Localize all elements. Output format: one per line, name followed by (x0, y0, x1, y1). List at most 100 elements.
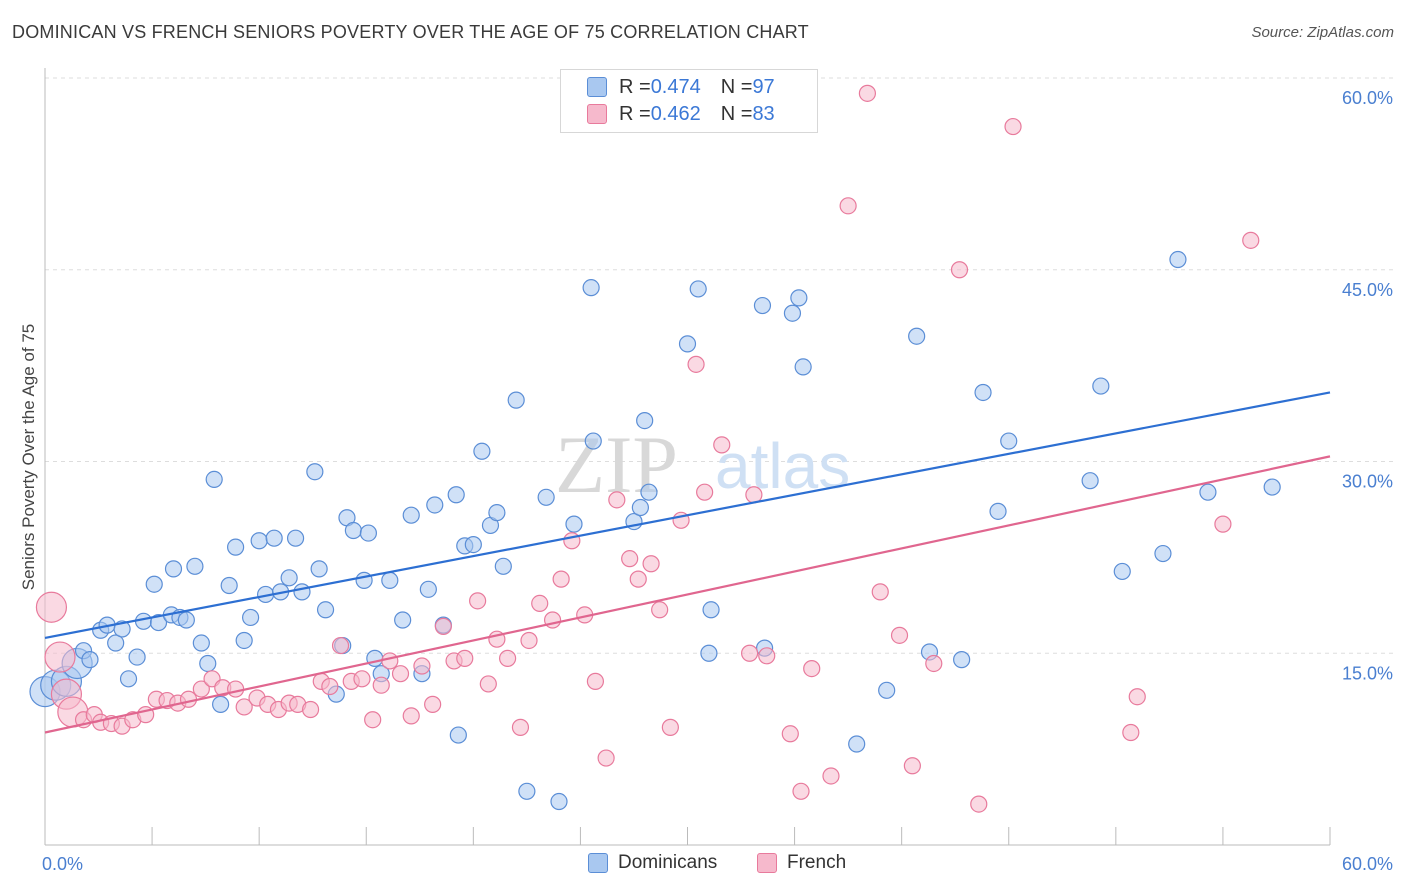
dominicans-point (1263, 478, 1281, 496)
watermark-atlas: atlas (715, 430, 850, 502)
french-point (44, 641, 76, 673)
french-point (235, 698, 253, 716)
y-tick-label: 60.0% (1342, 88, 1393, 108)
dominicans-point (689, 280, 707, 298)
french-point (950, 261, 969, 279)
french-point (839, 197, 857, 215)
series-legend: Dominicans French (0, 852, 1406, 878)
dominicans-point (250, 532, 268, 550)
dominicans-point (426, 496, 444, 514)
dominicans-point (584, 432, 602, 450)
dominicans-point (205, 470, 223, 488)
french-point (1128, 688, 1146, 706)
dominicans-point (192, 634, 210, 652)
dominicans-point (242, 608, 260, 627)
french-point (1004, 117, 1022, 136)
french-point (696, 483, 714, 501)
dominicans-point (700, 644, 718, 662)
french-point (391, 665, 410, 683)
source-label: Source: ZipAtlas.com (1251, 24, 1394, 41)
dominicans-point (1199, 483, 1217, 501)
french-point (353, 670, 371, 688)
french-point (227, 680, 245, 698)
y-axis-label: Seniors Poverty Over the Age of 75 (19, 324, 38, 590)
french-point (434, 617, 452, 636)
y-tick-label: 45.0% (1342, 280, 1393, 300)
dominicans-point (565, 515, 583, 533)
dominicans-point (953, 651, 971, 669)
french-point (331, 636, 350, 655)
stats-legend: R = 0.474 N = 97 R = 0.462 N = 83 (560, 69, 818, 133)
french-point (1242, 231, 1260, 249)
french-point (608, 491, 626, 509)
french-point (520, 631, 538, 650)
french-point (511, 718, 530, 736)
dominicans-point (449, 726, 467, 744)
dominicans-trend-line (44, 391, 1331, 639)
french-point (479, 675, 497, 693)
dominicans-point (286, 529, 305, 547)
dominicans-point (1154, 544, 1172, 563)
dominicans-point (1081, 472, 1099, 490)
dominicans-point (753, 296, 772, 315)
legend-r-value: 0.474 (650, 75, 701, 98)
french-point (687, 355, 705, 373)
french-point (597, 749, 615, 767)
dominicans-point (293, 583, 311, 601)
french-point (381, 652, 399, 670)
french-point (192, 680, 210, 698)
legend-n-value: 83 (752, 102, 775, 125)
french-point (661, 718, 679, 736)
dominicans-point (783, 304, 802, 322)
dominicans-point (473, 442, 491, 460)
dominicans-point (790, 289, 808, 307)
french-point (713, 436, 731, 454)
french-point (372, 676, 390, 694)
dominicans-point (145, 575, 163, 593)
legend-r-label: R = (619, 75, 651, 98)
dominicans-point (702, 601, 720, 619)
dominicans-point (128, 648, 146, 666)
dominicans-point (164, 560, 183, 578)
dominicans-point (464, 535, 482, 554)
french-point (552, 570, 570, 588)
french-point (781, 725, 799, 743)
dominicans-point (507, 391, 525, 409)
french-point (890, 626, 909, 644)
french-point (364, 711, 382, 729)
french-point (531, 594, 549, 612)
dominicans-point (310, 560, 328, 578)
french-point (469, 592, 487, 610)
dominicans-point (227, 538, 245, 556)
dominicans-point (419, 580, 437, 598)
dominicans-point (107, 634, 125, 652)
dominicans-point (488, 504, 506, 522)
legend-n-value: 97 (752, 75, 775, 98)
dominicans-point (306, 463, 324, 481)
axes (44, 68, 1331, 846)
dominicans-point (212, 695, 230, 713)
french-point (642, 555, 660, 573)
legend-r-value: 0.462 (650, 102, 701, 125)
dominicans-point (640, 483, 658, 501)
legend-swatch-pink (587, 104, 607, 124)
y-tick-label: 30.0% (1342, 472, 1393, 492)
french-point (179, 690, 198, 708)
x-tick-label: 60.0% (1342, 854, 1393, 874)
legend-n-label: N = (720, 102, 753, 125)
series-label-dominicans: Dominicans (618, 852, 718, 873)
french-point (1122, 723, 1140, 742)
series-legend-dominicans: Dominicans (588, 852, 717, 874)
dominicans-point (631, 498, 649, 517)
series-swatch-pink (757, 853, 777, 873)
french-point (925, 654, 943, 673)
dominicans-point (235, 631, 253, 650)
chart-title: DOMINICAN VS FRENCH SENIORS POVERTY OVER… (12, 22, 809, 42)
french-point (456, 649, 474, 667)
french-point (822, 767, 840, 785)
legend-swatch-blue (587, 77, 607, 97)
dominicans-point (518, 782, 536, 800)
dominicans-point (359, 524, 377, 542)
dominicans-point (794, 358, 812, 376)
dominicans-point (908, 327, 926, 345)
